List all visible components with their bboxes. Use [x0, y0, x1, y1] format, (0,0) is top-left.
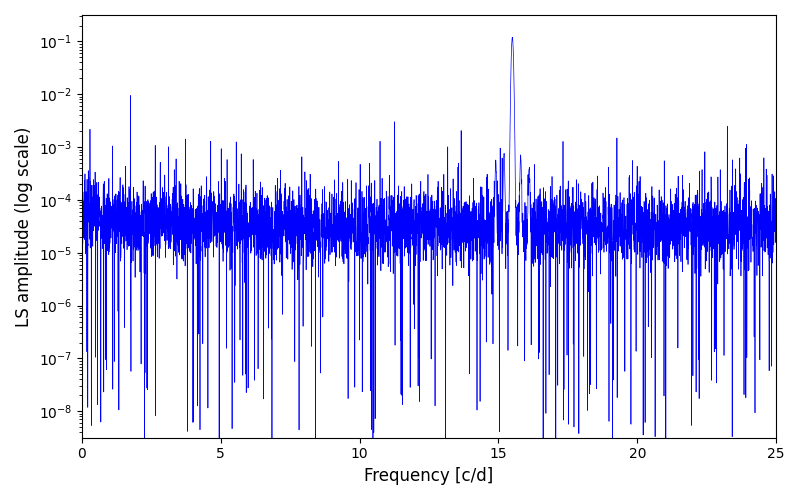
X-axis label: Frequency [c/d]: Frequency [c/d]	[364, 467, 494, 485]
Y-axis label: LS amplitude (log scale): LS amplitude (log scale)	[15, 126, 33, 326]
